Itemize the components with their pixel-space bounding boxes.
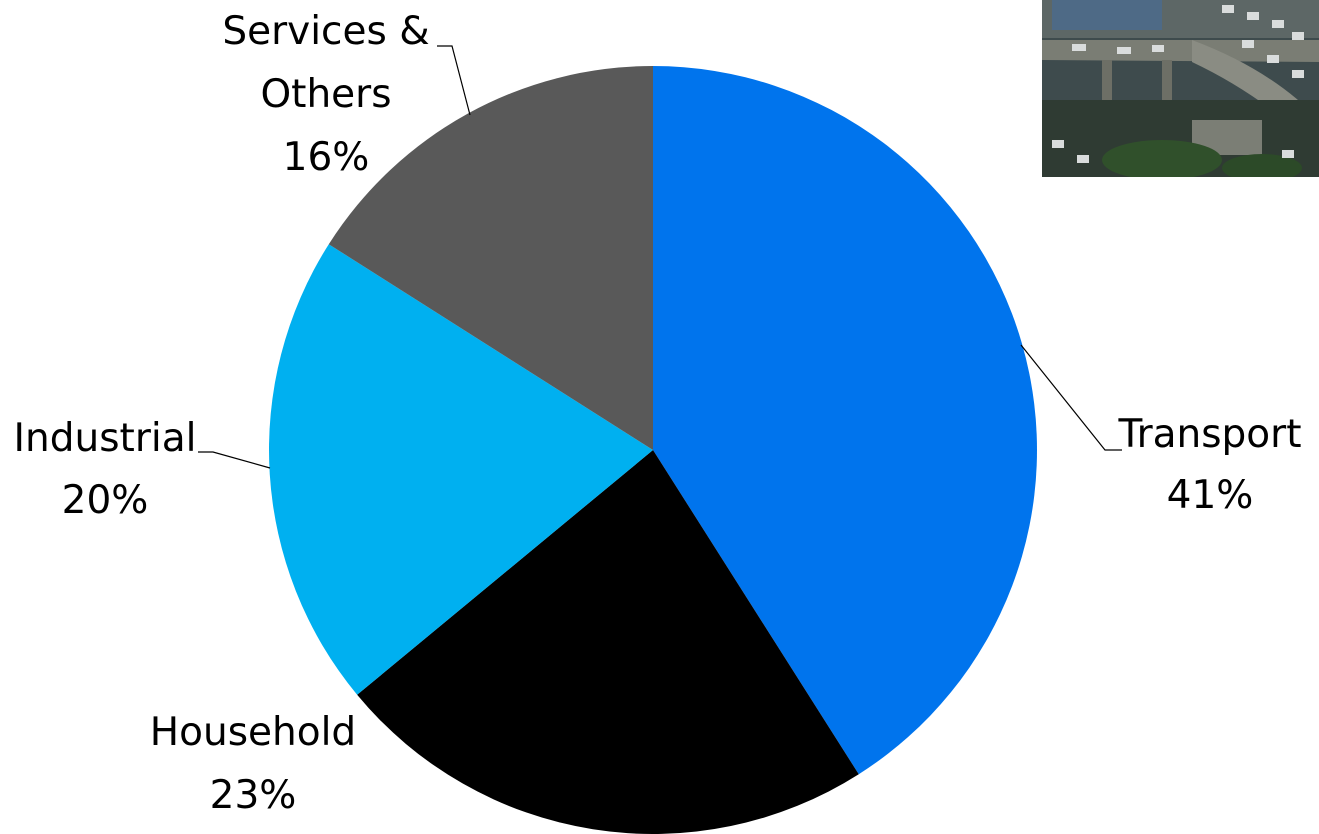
slice-label-services-line1: Services &: [222, 9, 429, 54]
slice-label-industrial: Industrial: [14, 416, 197, 461]
pie-slices: [268, 66, 1037, 834]
traffic-photo: [1042, 0, 1319, 177]
slice-label-transport: Transport: [1117, 412, 1301, 457]
traffic-photo-illustration: [1042, 0, 1319, 177]
slice-value-industrial: 20%: [62, 478, 149, 523]
leader-lines: [198, 45, 1122, 469]
data-labels: Transport 41% Household 23% Industrial 2…: [14, 9, 1302, 818]
pie-slice-services: [328, 66, 653, 450]
slice-label-services-line2: Others: [260, 72, 391, 117]
leader-line-industrial: [198, 451, 271, 469]
pie-slice-transport: [653, 66, 1037, 775]
slice-value-services: 16%: [283, 135, 370, 180]
slice-label-household: Household: [150, 710, 356, 755]
pie-slice-household: [357, 450, 859, 834]
slice-value-household: 23%: [210, 773, 297, 818]
slice-value-transport: 41%: [1167, 473, 1254, 518]
pie-slice-industrial: [268, 244, 653, 695]
leader-line-transport: [1020, 344, 1122, 451]
leader-line-services: [437, 45, 471, 116]
